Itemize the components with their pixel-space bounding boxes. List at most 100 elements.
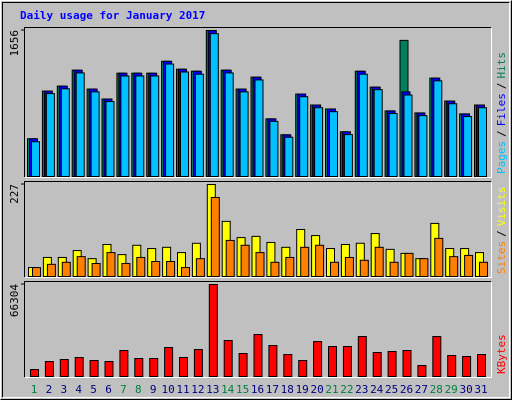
bar	[90, 91, 100, 177]
bar	[179, 357, 188, 378]
bar	[151, 261, 161, 277]
x-tick-label: 20	[310, 383, 323, 396]
bar	[298, 360, 308, 377]
panel-frame-light	[24, 27, 492, 178]
y-tick-label: 66304	[8, 284, 21, 317]
bar	[357, 336, 367, 377]
panel-frame-dark	[24, 281, 492, 378]
x-tick-label: 19	[296, 383, 309, 396]
bar	[195, 258, 205, 277]
bar	[270, 261, 280, 277]
bar	[373, 89, 383, 177]
bar	[181, 267, 190, 278]
bar	[330, 261, 339, 277]
bar	[105, 101, 115, 177]
bar	[240, 244, 250, 278]
bar	[419, 258, 429, 277]
bar	[269, 120, 279, 178]
x-tick-label: 7	[120, 383, 127, 396]
x-tick-label: 21	[325, 383, 338, 396]
bar	[136, 256, 146, 277]
bar	[344, 256, 354, 277]
bar	[74, 357, 84, 378]
bar	[223, 340, 233, 378]
bar	[299, 96, 309, 177]
legend-separator: /	[495, 130, 508, 137]
x-tick-label: 14	[221, 383, 235, 396]
x-tick-label: 15	[236, 383, 249, 396]
bar	[464, 254, 474, 277]
x-tick-label: 31	[474, 383, 487, 396]
legend-entry: Sites	[495, 241, 508, 274]
bar	[434, 237, 444, 277]
legend-separator: /	[495, 230, 508, 237]
bar	[285, 256, 295, 277]
bar	[238, 353, 248, 377]
bar	[313, 341, 323, 377]
legend: KBytes	[495, 334, 508, 374]
panel-frame-light	[24, 181, 492, 278]
x-tick-label: 8	[135, 383, 142, 396]
bar	[253, 334, 263, 377]
bar	[449, 256, 459, 277]
bar	[432, 336, 442, 377]
bar	[254, 79, 264, 177]
bar	[45, 93, 55, 177]
bar	[75, 72, 85, 177]
bar	[31, 141, 40, 178]
x-tick-label: 17	[266, 383, 279, 396]
bar	[209, 33, 219, 177]
bar	[283, 354, 293, 378]
panel-frame-dark	[24, 181, 492, 278]
legend: Pages / Files / Hits	[495, 52, 508, 174]
bar	[329, 111, 338, 177]
bar	[448, 103, 458, 177]
x-tick-label: 28	[430, 383, 443, 396]
bar	[479, 261, 488, 277]
x-tick-label: 18	[281, 383, 294, 396]
chart-title: Daily usage for January 2017	[20, 9, 205, 22]
bar	[225, 239, 235, 278]
bar	[60, 88, 70, 177]
bar	[104, 361, 114, 377]
bar	[328, 346, 337, 378]
y-tick-label: 1656	[8, 30, 21, 57]
bar	[120, 75, 130, 177]
bar	[121, 263, 131, 277]
bar	[32, 267, 41, 278]
panel-frame-dark	[24, 27, 492, 178]
x-tick-label: 4	[75, 383, 82, 396]
bar	[165, 63, 175, 177]
bar	[135, 75, 145, 177]
x-tick-label: 13	[206, 383, 219, 396]
legend-entry: Visits	[495, 187, 508, 227]
legend-entry: Pages	[495, 141, 508, 174]
x-tick-label: 24	[370, 383, 384, 396]
x-tick-label: 5	[90, 383, 97, 396]
bar	[343, 134, 353, 177]
x-tick-label: 29	[445, 383, 458, 396]
bar	[119, 350, 129, 377]
bar	[388, 112, 398, 178]
x-tick-label: 2	[46, 383, 53, 396]
bar	[300, 246, 310, 277]
bar	[46, 263, 56, 277]
bar	[166, 261, 176, 277]
bar	[404, 252, 414, 278]
bar	[164, 347, 174, 377]
y-tick-label: 227	[8, 184, 21, 204]
bar	[387, 351, 397, 378]
x-tick-label: 23	[355, 383, 368, 396]
legend-entry: KBytes	[495, 334, 508, 374]
bar	[91, 263, 101, 277]
bar	[418, 115, 428, 177]
legend: Sites / Visits	[495, 187, 508, 275]
x-tick-label: 6	[105, 383, 112, 396]
bar	[433, 80, 443, 177]
bar	[342, 346, 352, 378]
bar	[462, 356, 472, 378]
